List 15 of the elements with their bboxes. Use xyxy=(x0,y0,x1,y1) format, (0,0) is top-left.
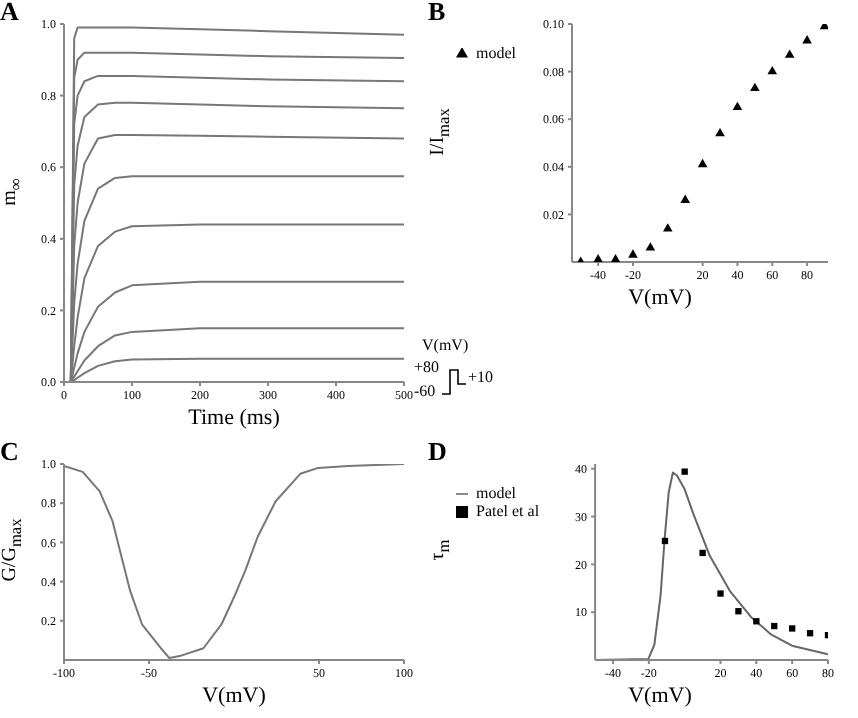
chart-title: C xyxy=(0,436,19,468)
text: +80 xyxy=(414,358,440,376)
legend-label: Patel et al xyxy=(476,502,540,520)
x-axis-title: V(mV) xyxy=(200,684,268,708)
legend-label: model xyxy=(476,44,516,62)
x-axis-title: Time (ms) xyxy=(186,406,282,430)
x-axis-title: V(mV) xyxy=(626,286,694,310)
chart-title: A xyxy=(0,0,19,28)
text: +10 xyxy=(468,368,494,386)
chart-title: B xyxy=(428,0,446,28)
text: -60 xyxy=(414,382,436,400)
chart-title: D xyxy=(428,436,447,468)
text: V(mV) xyxy=(422,336,469,354)
x-axis-title: V(mV) xyxy=(626,684,694,708)
legend-label: model xyxy=(476,484,516,502)
